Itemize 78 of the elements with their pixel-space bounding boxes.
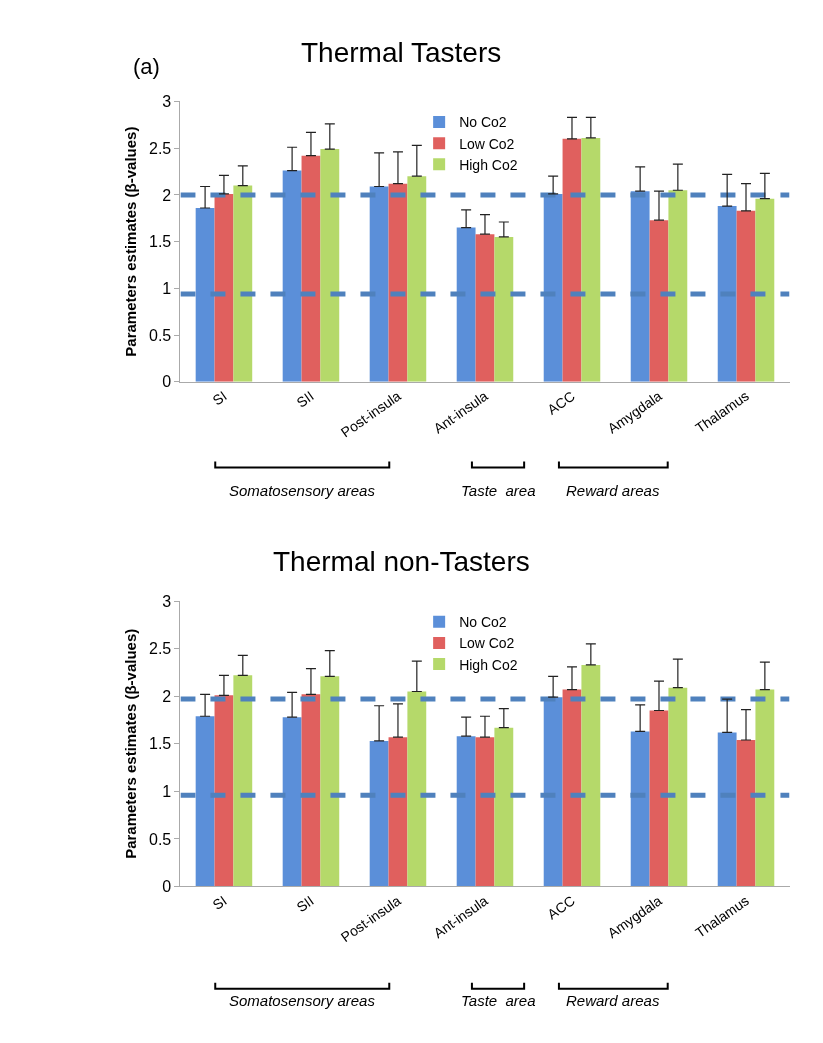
y-tick-label: 0.5: [149, 830, 172, 848]
bar: [214, 695, 234, 887]
bar: [214, 193, 234, 382]
bar: [649, 220, 669, 382]
y-tick-label: 2.5: [149, 139, 172, 157]
bar: [717, 206, 737, 382]
bar: [233, 675, 253, 887]
bar: [668, 687, 688, 887]
bar: [388, 183, 408, 382]
y-tick-label: 0: [162, 373, 172, 391]
text: Somatosensory areas: [229, 992, 376, 1009]
bar: [320, 676, 340, 887]
bar: [456, 736, 476, 887]
bar: [755, 198, 775, 382]
y-tick-label: 0.5: [149, 326, 172, 344]
bar: [494, 236, 514, 382]
bar: [282, 717, 302, 887]
legend-label: Low Co2: [459, 135, 515, 152]
legend-label: Low Co2: [459, 635, 515, 652]
bar: [195, 716, 215, 887]
bar: [282, 170, 302, 382]
bar: [494, 727, 514, 887]
bar: [369, 186, 389, 382]
bar: [475, 737, 495, 887]
x-tick-label: SII: [293, 387, 317, 411]
bar: [755, 689, 775, 887]
bar: [543, 697, 563, 887]
y-tick-label: 2: [162, 186, 172, 204]
x-tick-label: ACC: [544, 387, 578, 418]
bar: [562, 689, 582, 887]
bar: [543, 193, 563, 382]
y-tick-label: 2.5: [149, 640, 172, 658]
x-tick-label: SII: [293, 892, 317, 916]
legend-label: High Co2: [459, 156, 518, 173]
y-axis-title: Parameters estimates (β-values): [122, 628, 140, 859]
bar: [581, 664, 601, 887]
bar: [320, 149, 340, 382]
text: Reward areas: [566, 992, 660, 1009]
bar: [630, 191, 650, 382]
y-tick-label: 1.5: [149, 735, 172, 753]
x-tick-label: SI: [209, 387, 230, 409]
y-tick-label: 2: [162, 687, 172, 705]
text: (a): [133, 54, 160, 79]
legend-label: High Co2: [459, 656, 518, 673]
text: Taste area: [461, 992, 536, 1009]
chart-title: Thermal Tasters: [301, 37, 502, 68]
bar: [233, 185, 253, 382]
bar: [649, 710, 669, 887]
legend-label: No Co2: [459, 614, 507, 631]
bar: [630, 731, 650, 887]
y-tick-label: 1: [162, 279, 172, 297]
bar: [581, 137, 601, 382]
bar: [736, 740, 756, 887]
bar: [736, 210, 756, 382]
bar: [668, 190, 688, 382]
bar: [456, 227, 476, 382]
y-tick-label: 0: [162, 878, 172, 896]
y-tick-label: 1.5: [149, 233, 172, 251]
legend-label: No Co2: [459, 114, 507, 131]
bar: [407, 691, 427, 887]
y-tick-label: 1: [162, 782, 172, 800]
bar: [388, 737, 408, 887]
text: Somatosensory areas: [229, 482, 376, 499]
y-tick-label: 3: [162, 592, 172, 610]
bar: [717, 732, 737, 887]
bar: [301, 694, 321, 887]
y-axis-title: Parameters estimates (β-values): [122, 126, 140, 357]
bar: [475, 234, 495, 382]
bar: [301, 155, 321, 382]
y-tick-label: 3: [162, 93, 172, 111]
text: Taste area: [461, 482, 536, 499]
bar: [407, 176, 427, 382]
x-tick-label: SI: [209, 892, 230, 914]
chart-title: Thermal non-Tasters: [273, 546, 530, 577]
bar: [562, 138, 582, 382]
bar: [195, 207, 215, 382]
text: Reward areas: [566, 482, 660, 499]
bar: [369, 740, 389, 887]
